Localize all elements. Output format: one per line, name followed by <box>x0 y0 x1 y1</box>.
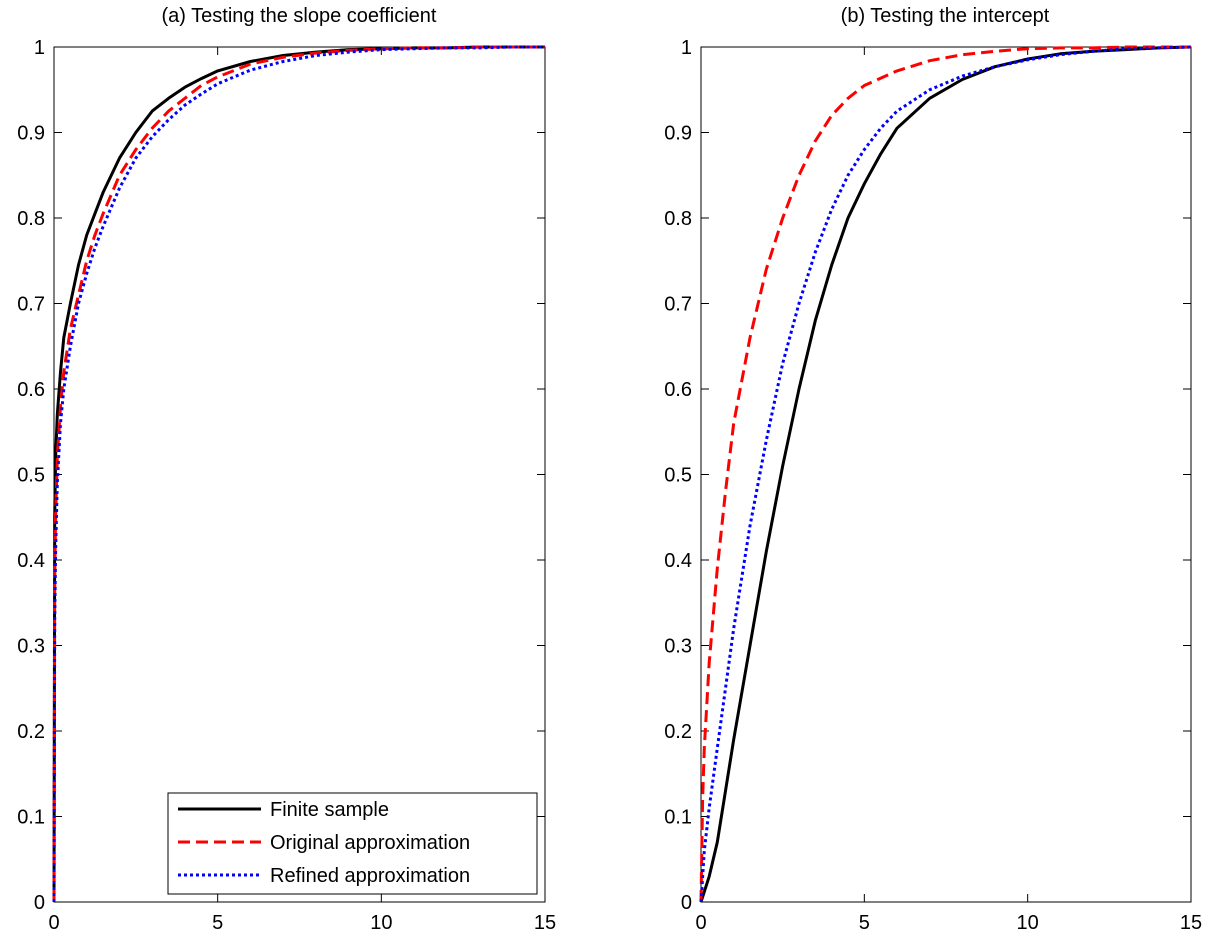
y-tick-label: 0 <box>681 892 692 914</box>
x-tick-label: 10 <box>370 912 392 934</box>
series-line-refined-approximation <box>52 45 545 903</box>
y-tick-label: 0.6 <box>664 379 692 401</box>
y-tick-label: 0.8 <box>17 208 45 230</box>
y-tick-label: 1 <box>681 37 692 59</box>
panel-slope: (a) Testing the slope coefficient 0 0.1 0.… <box>17 5 556 934</box>
legend-label: Finite sample <box>270 799 389 821</box>
x-tick-label: 0 <box>48 912 59 934</box>
y-tick-label: 0.9 <box>664 123 692 145</box>
y-tick-label: 0.9 <box>17 123 45 145</box>
panel-title: (a) Testing the slope coefficient <box>162 5 437 27</box>
x-tick-label: 5 <box>859 912 870 934</box>
y-tick-label: 0.5 <box>17 465 45 487</box>
axes-box <box>53 46 546 903</box>
series-line-refined-approximation <box>699 45 1192 903</box>
x-tick-label: 15 <box>534 912 556 934</box>
legend-label: Original approximation <box>270 832 470 854</box>
series-line-finite-sample <box>52 45 545 903</box>
y-tick-label: 0.1 <box>664 807 692 829</box>
x-tick-label: 5 <box>212 912 223 934</box>
y-tick-label: 0.5 <box>664 465 692 487</box>
series-line-original-approximation <box>699 45 1191 903</box>
panel-title: (b) Testing the intercept <box>841 5 1050 27</box>
x-tick-label: 10 <box>1017 912 1039 934</box>
series-line-finite-sample <box>699 45 1192 903</box>
x-tick-label: 0 <box>695 912 706 934</box>
y-tick-label: 1 <box>34 37 45 59</box>
y-tick-label: 0.1 <box>17 807 45 829</box>
y-tick-label: 0.7 <box>17 294 45 316</box>
y-tick-label: 0.7 <box>664 294 692 316</box>
panel-intercept: (b) Testing the intercept 0 0.1 0.2 0.3 0.4 0… <box>664 5 1202 934</box>
series-line-original-approximation <box>52 45 545 903</box>
y-tick-label: 0.2 <box>17 721 45 743</box>
y-tick-label: 0.3 <box>664 636 692 658</box>
y-tick-label: 0 <box>34 892 45 914</box>
legend: Finite sample Original approximation Refin… <box>167 792 538 895</box>
y-tick-label: 0.4 <box>664 550 692 572</box>
axes-box <box>700 46 1192 903</box>
y-tick-label: 0.8 <box>664 208 692 230</box>
y-tick-label: 0.3 <box>17 636 45 658</box>
y-tick-label: 0.2 <box>664 721 692 743</box>
y-tick-label: 0.4 <box>17 550 45 572</box>
x-tick-label: 15 <box>1180 912 1202 934</box>
y-tick-label: 0.6 <box>17 379 45 401</box>
legend-label: Refined approximation <box>270 865 470 887</box>
